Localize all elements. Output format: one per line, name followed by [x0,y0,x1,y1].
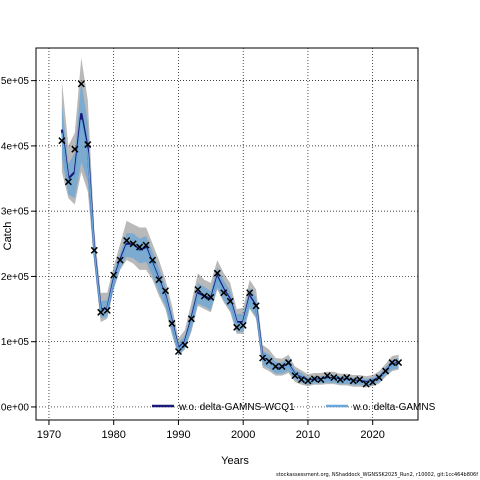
observed-point [161,287,170,295]
observed-point [278,362,286,371]
x-tick-label: 2010 [296,429,320,441]
observed-point [330,374,338,382]
observed-point [362,380,370,388]
observed-point [252,302,260,310]
series-line-2 [61,119,399,384]
x-axis: 1970 1980 1990 2000 2010 2020 [37,420,385,441]
observed-point [226,297,234,305]
x-tick-label: 1980 [101,429,125,441]
observed-point [84,141,92,149]
series-lines [60,113,399,384]
observed-point [233,323,241,331]
observed-point [259,354,267,362]
observed-point [349,377,357,385]
observed-point [77,80,85,88]
observed-point [58,137,66,145]
observed-point [90,246,98,254]
y-tick-label: 4e+05 [1,141,30,152]
observed-point [395,359,403,367]
y-axis-label: Catch [2,222,14,251]
x-tick-label: 2020 [360,429,384,441]
confidence-bands [61,57,399,388]
observed-point [213,269,221,277]
observed-point [64,178,72,186]
legend-label-1: w.o. delta-GAMNS-WCQ1 [178,402,295,413]
legend-label-2: w.o. delta-GAMNS [352,402,436,413]
observed-point [239,321,247,329]
observed-point [369,378,377,386]
grid-lines [36,48,418,420]
observed-point [246,289,254,297]
observed-point [382,367,390,375]
band-1 [61,57,399,388]
x-tick-label: 1970 [37,429,61,441]
band-2 [61,80,399,387]
y-tick-label: 2e+05 [1,272,30,283]
observed-point [200,292,208,300]
observed-point [103,306,111,314]
x-tick-label: 1990 [166,429,190,441]
y-tick-label: 5e+05 [1,76,30,87]
observed-point [317,376,325,384]
observed-point [194,285,202,294]
observed-point [375,374,383,382]
footer-credit: stockassessment.org, NShaddock_WGNSSK202… [276,472,478,478]
observed-point [310,375,318,383]
observed-point [272,362,280,371]
x-tick-label: 2000 [231,429,255,441]
observed-point [187,315,195,323]
observed-point [284,359,293,367]
observed-point [71,145,79,153]
legend: w.o. delta-GAMNS-WCQ1 w.o. delta-GAMNS [152,402,436,413]
observed-point [336,376,344,384]
x-axis-label: Years [221,455,249,467]
observed-point [110,271,118,279]
observed-points [58,80,403,388]
observed-point [181,341,189,349]
observed-point [323,372,331,380]
observed-point [291,372,299,380]
observed-point [265,357,273,365]
observed-point [343,374,351,382]
y-tick-label: 3e+05 [1,207,30,218]
observed-point [174,347,182,356]
observed-point [149,256,157,264]
observed-point [220,289,228,297]
observed-point [129,240,137,248]
observed-point [207,293,215,301]
y-tick-label: 1e+05 [1,337,30,348]
observed-point [123,236,131,245]
observed-point [116,256,124,264]
plot-frame [35,47,419,421]
observed-point [304,377,312,385]
observed-point [388,359,396,367]
observed-point [168,319,176,327]
y-tick-label: 0e+00 [1,402,30,413]
observed-point [155,276,163,284]
y-axis: 0e+00 1e+05 2e+05 3e+05 4e+05 5e+05 [1,76,36,413]
observed-point [297,376,305,384]
observed-point [356,376,364,384]
observed-point [97,308,105,316]
observed-point [142,241,150,249]
observed-point [136,243,144,251]
